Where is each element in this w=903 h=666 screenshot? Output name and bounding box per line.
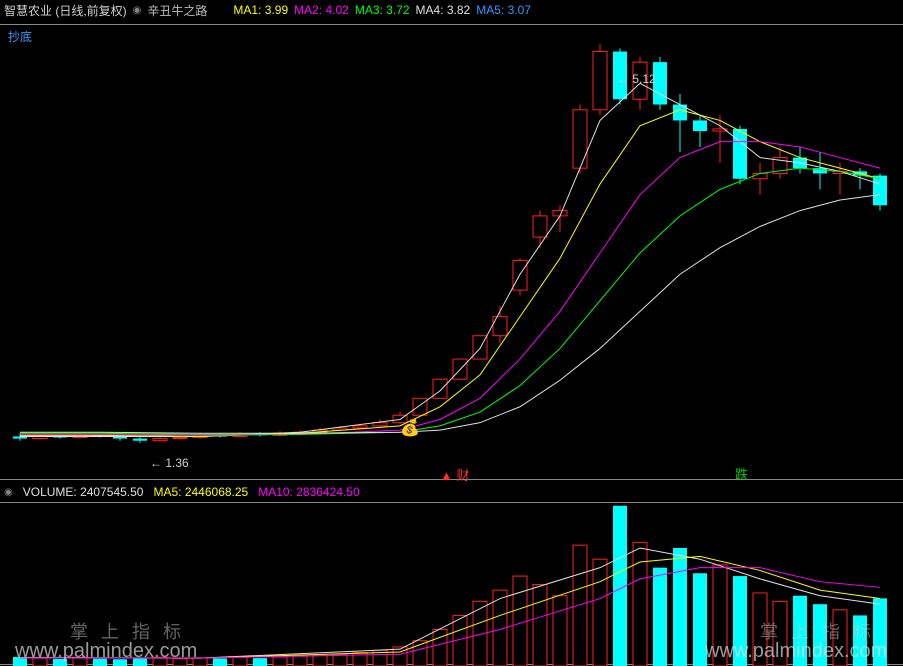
ma4-label: MA4: 3.82 bbox=[416, 3, 471, 17]
volume-header: ◉ VOLUME: 2407545.50 MA5: 2446068.25 MA1… bbox=[4, 483, 360, 501]
watermark-url: www.palmindex.com bbox=[705, 640, 887, 663]
price-chart[interactable]: ← 5.12 ← 1.36 💰 ▲ 财 跌 bbox=[0, 24, 903, 480]
ma2-label: MA2: 4.02 bbox=[294, 3, 349, 17]
svg-text:跌: 跌 bbox=[735, 467, 748, 481]
svg-text:💰: 💰 bbox=[400, 418, 420, 437]
volume-label: VOLUME: 2407545.50 bbox=[23, 485, 144, 499]
watermark-url: www.palmindex.com bbox=[15, 640, 197, 663]
stock-title: 智慧农业 (日线,前复权) bbox=[4, 2, 127, 19]
ma3-label: MA3: 3.72 bbox=[355, 3, 410, 17]
chart-subtitle: 辛丑牛之路 bbox=[147, 2, 207, 19]
svg-text:← 5.12: ← 5.12 bbox=[617, 72, 656, 86]
chevron-down-icon: ◉ bbox=[4, 487, 13, 498]
dot-icon: ◉ bbox=[133, 5, 142, 16]
volume-ma10-label: MA10: 2836424.50 bbox=[258, 485, 359, 499]
svg-text:← 1.36: ← 1.36 bbox=[150, 456, 189, 470]
ma5-label: MA5: 3.07 bbox=[476, 3, 531, 17]
svg-text:▲ 财: ▲ 财 bbox=[440, 468, 469, 481]
ma1-label: MA1: 3.99 bbox=[233, 3, 288, 17]
volume-ma5-label: MA5: 2446068.25 bbox=[153, 485, 248, 499]
chart-header: 智慧农业 (日线,前复权) ◉ 辛丑牛之路 MA1: 3.99 MA2: 4.0… bbox=[0, 0, 903, 20]
